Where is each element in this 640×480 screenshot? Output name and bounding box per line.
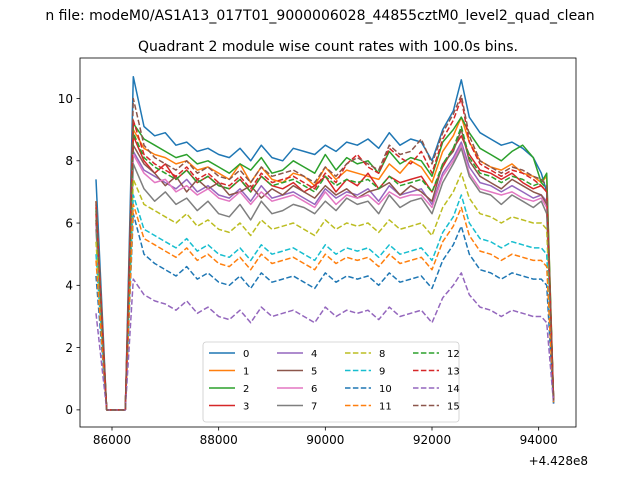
legend-label-13: 13: [447, 367, 460, 378]
legend-label-12: 12: [447, 349, 460, 360]
series-line-9: [95, 194, 555, 411]
series-line-7: [95, 147, 555, 411]
x-tick-label: 90000: [306, 433, 344, 447]
series-line-11: [95, 203, 555, 411]
series-line-8: [95, 172, 555, 411]
legend-label-10: 10: [379, 384, 392, 395]
series-line-6: [95, 144, 555, 411]
legend-label-6: 6: [311, 384, 317, 395]
legend-label-3: 3: [243, 402, 249, 413]
y-tick-label: 8: [65, 154, 73, 168]
series-line-14: [95, 272, 555, 411]
series-line-2: [95, 116, 555, 411]
axes-frame: [79, 57, 577, 428]
legend-label-8: 8: [379, 349, 385, 360]
series-line-10: [95, 212, 555, 411]
y-tick-label: 10: [58, 92, 73, 106]
legend-label-14: 14: [447, 384, 460, 395]
series-line-15: [95, 94, 555, 411]
legend-label-11: 11: [379, 402, 392, 413]
y-tick-label: 2: [65, 341, 73, 355]
legend-label-1: 1: [243, 367, 249, 378]
x-tick-label: 94000: [520, 433, 558, 447]
x-tick-label: 88000: [200, 433, 238, 447]
series-line-12: [95, 125, 555, 411]
figure-suptitle: n file: modeM0/AS1A13_017T01_9000006028_…: [45, 8, 594, 24]
legend-label-15: 15: [447, 402, 460, 413]
legend-label-2: 2: [243, 384, 249, 395]
legend-label-5: 5: [311, 367, 317, 378]
x-tick-label: 92000: [413, 433, 451, 447]
y-tick-label: 6: [65, 216, 73, 230]
y-tick-label: 0: [65, 403, 73, 417]
legend-label-0: 0: [243, 349, 249, 360]
legend-label-9: 9: [379, 367, 385, 378]
legend-label-4: 4: [311, 349, 317, 360]
series-line-3: [95, 135, 555, 411]
y-tick-label: 4: [65, 279, 73, 293]
legend-box: [202, 341, 460, 423]
x-offset-label: +4.428e8: [529, 454, 588, 468]
series-line-5: [95, 128, 555, 411]
chart-title: Quadrant 2 module wise count rates with …: [138, 39, 518, 55]
x-tick-label: 86000: [93, 433, 131, 447]
series-layer: [95, 75, 555, 411]
series-line-0: [95, 75, 555, 411]
series-line-13: [95, 97, 555, 411]
legend-label-7: 7: [311, 402, 317, 413]
